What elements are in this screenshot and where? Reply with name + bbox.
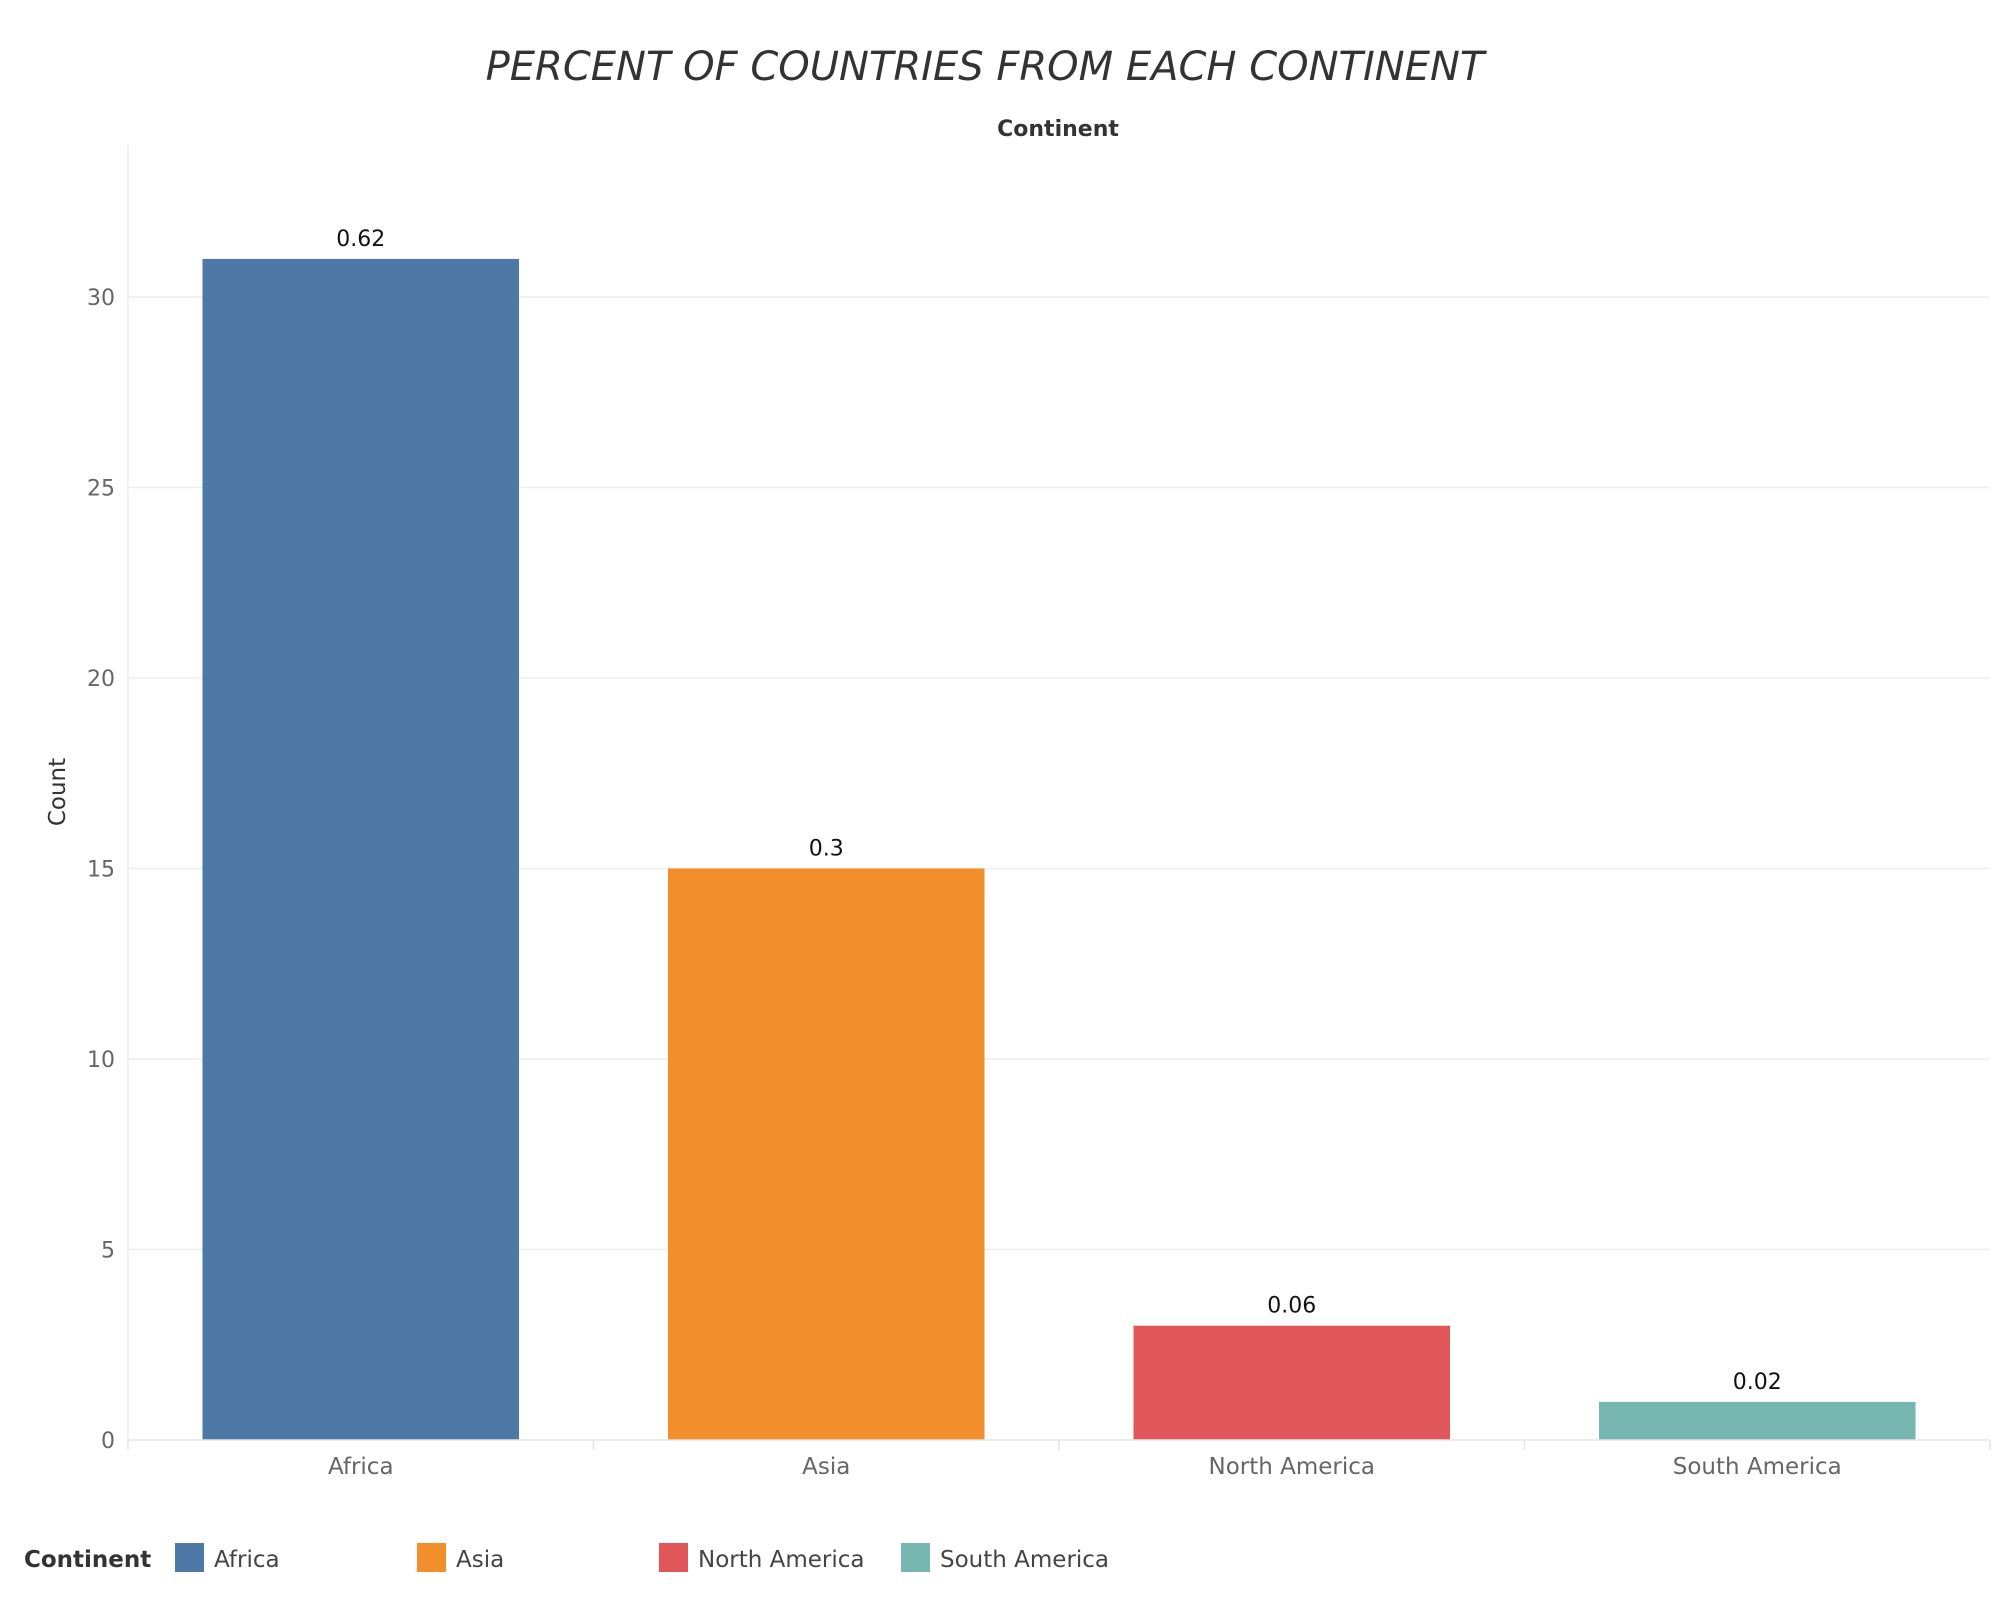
bars	[202, 258, 1916, 1441]
y-tick-label: 15	[87, 858, 115, 883]
bar-africa[interactable]	[202, 258, 520, 1440]
y-tick-label: 25	[87, 477, 115, 502]
x-tick-label: Africa	[328, 1454, 394, 1480]
legend-swatch	[901, 1543, 930, 1572]
legend: Continent Africa Asia North America South A…	[24, 1543, 1109, 1573]
data-label: 0.02	[1733, 1370, 1782, 1395]
y-tick-label: 0	[101, 1429, 115, 1454]
y-tick-label: 30	[87, 286, 115, 311]
bar-north-america[interactable]	[1133, 1325, 1451, 1440]
y-tick-label: 20	[87, 667, 115, 692]
legend-swatch	[175, 1543, 204, 1572]
legend-entry[interactable]: Asia	[456, 1547, 504, 1573]
y-tick-label: 10	[87, 1048, 115, 1073]
bar-south-america[interactable]	[1598, 1401, 1916, 1440]
x-tick-label: South America	[1673, 1454, 1842, 1480]
data-label: 0.3	[809, 837, 844, 862]
data-labels: 0.62 0.3 0.06 0.02	[336, 227, 1781, 1395]
x-tick-label: North America	[1208, 1454, 1375, 1480]
legend-entry[interactable]: North America	[698, 1547, 865, 1573]
data-label: 0.06	[1267, 1294, 1316, 1319]
legend-title: Continent	[24, 1547, 151, 1573]
y-tick-label: 5	[101, 1239, 115, 1264]
y-axis-ticks: 0 5 10 15 20 25 30	[87, 286, 115, 1454]
legend-entry[interactable]: Africa	[214, 1547, 280, 1573]
data-label: 0.62	[336, 227, 385, 252]
y-axis-label: Count	[45, 758, 71, 826]
x-axis: Africa Asia North America South America	[127, 1439, 1991, 1480]
legend-swatch	[659, 1543, 688, 1572]
chart-title: PERCENT OF COUNTRIES FROM EACH CONTINENT	[486, 44, 1488, 90]
legend-entry[interactable]: South America	[940, 1547, 1109, 1573]
bar-asia[interactable]	[667, 868, 985, 1441]
column-header: Continent	[997, 117, 1119, 142]
legend-swatch	[417, 1543, 446, 1572]
x-tick-label: Asia	[802, 1454, 850, 1480]
